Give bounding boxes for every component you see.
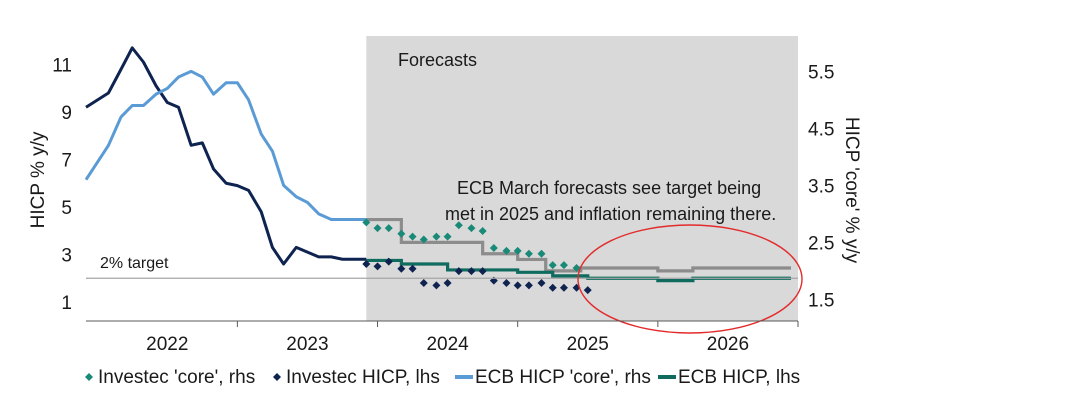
data-point bbox=[408, 264, 417, 273]
target-label: 2% target bbox=[100, 255, 169, 272]
data-point bbox=[537, 249, 546, 258]
left-tick-label: 7 bbox=[61, 151, 72, 172]
data-point bbox=[384, 257, 393, 266]
x-tick-label: 2025 bbox=[567, 334, 609, 355]
legend-label: ECB HICP, lhs bbox=[678, 367, 800, 388]
forecast-region-label: Forecasts bbox=[398, 50, 477, 70]
left-tick-label: 5 bbox=[61, 198, 72, 219]
series-line-0 bbox=[85, 46, 367, 266]
data-point bbox=[513, 246, 522, 255]
x-tick-label: 2026 bbox=[707, 334, 749, 355]
data-point bbox=[559, 261, 568, 270]
data-point bbox=[373, 262, 382, 271]
data-point bbox=[397, 264, 406, 273]
data-point bbox=[478, 267, 487, 276]
x-tick-label: 2023 bbox=[286, 334, 328, 355]
legend-marker bbox=[273, 373, 281, 381]
data-point bbox=[454, 267, 463, 276]
left-tick-label: 9 bbox=[61, 103, 72, 124]
data-point bbox=[559, 283, 568, 292]
forecast-region bbox=[366, 36, 798, 321]
right-tick-label: 4.5 bbox=[808, 119, 834, 140]
data-point bbox=[432, 281, 441, 290]
data-point bbox=[397, 229, 406, 238]
data-point bbox=[454, 221, 463, 230]
data-point bbox=[513, 281, 522, 290]
legend-label: ECB HICP 'core', rhs bbox=[475, 367, 651, 388]
data-point bbox=[419, 235, 428, 244]
data-point bbox=[362, 218, 371, 227]
right-tick-label: 1.5 bbox=[808, 290, 834, 311]
data-point bbox=[502, 246, 511, 255]
legend: Investec 'core', rhs Investec HICP, lhs EC… bbox=[85, 367, 800, 388]
annotation-line-1: ECB March forecasts see target being bbox=[457, 178, 761, 198]
annotation-line-2: met in 2025 and inflation remaining ther… bbox=[445, 204, 776, 224]
data-point bbox=[524, 281, 533, 290]
x-tick-label: 2024 bbox=[426, 334, 469, 355]
data-point bbox=[419, 279, 428, 287]
data-point bbox=[443, 232, 452, 241]
legend-marker bbox=[85, 373, 93, 381]
data-point bbox=[373, 224, 382, 233]
data-point bbox=[384, 224, 393, 233]
data-point bbox=[443, 279, 452, 287]
data-point bbox=[572, 263, 581, 272]
right-tick-label: 5.5 bbox=[808, 62, 834, 83]
left-tick-label: 1 bbox=[61, 293, 72, 314]
data-point bbox=[524, 249, 533, 258]
data-point bbox=[432, 232, 441, 241]
series-step-3 bbox=[366, 258, 791, 283]
x-tick-label: 2022 bbox=[146, 334, 188, 355]
data-point bbox=[408, 232, 417, 241]
series-step-2 bbox=[366, 217, 791, 273]
legend-label: Investec 'core', rhs bbox=[98, 367, 255, 388]
left-tick-label: 11 bbox=[52, 56, 72, 77]
legend-label: Investec HICP, lhs bbox=[286, 367, 440, 388]
left-axis-title: HICP % y/y bbox=[28, 131, 49, 228]
data-point bbox=[548, 261, 557, 270]
data-point bbox=[478, 226, 487, 235]
data-point bbox=[362, 260, 371, 268]
data-point bbox=[467, 224, 476, 233]
left-tick-label: 3 bbox=[61, 246, 72, 267]
right-tick-label: 2.5 bbox=[808, 233, 834, 254]
data-point bbox=[548, 283, 557, 292]
data-point bbox=[537, 279, 546, 287]
right-axis-title: HICP 'core' % y/y bbox=[841, 117, 862, 264]
data-point bbox=[467, 267, 476, 276]
data-point bbox=[583, 286, 592, 295]
right-tick-label: 3.5 bbox=[808, 176, 834, 197]
series-line-1 bbox=[84, 69, 367, 222]
data-point bbox=[502, 279, 511, 287]
data-point bbox=[489, 244, 498, 253]
highlight-ellipse bbox=[577, 224, 803, 334]
